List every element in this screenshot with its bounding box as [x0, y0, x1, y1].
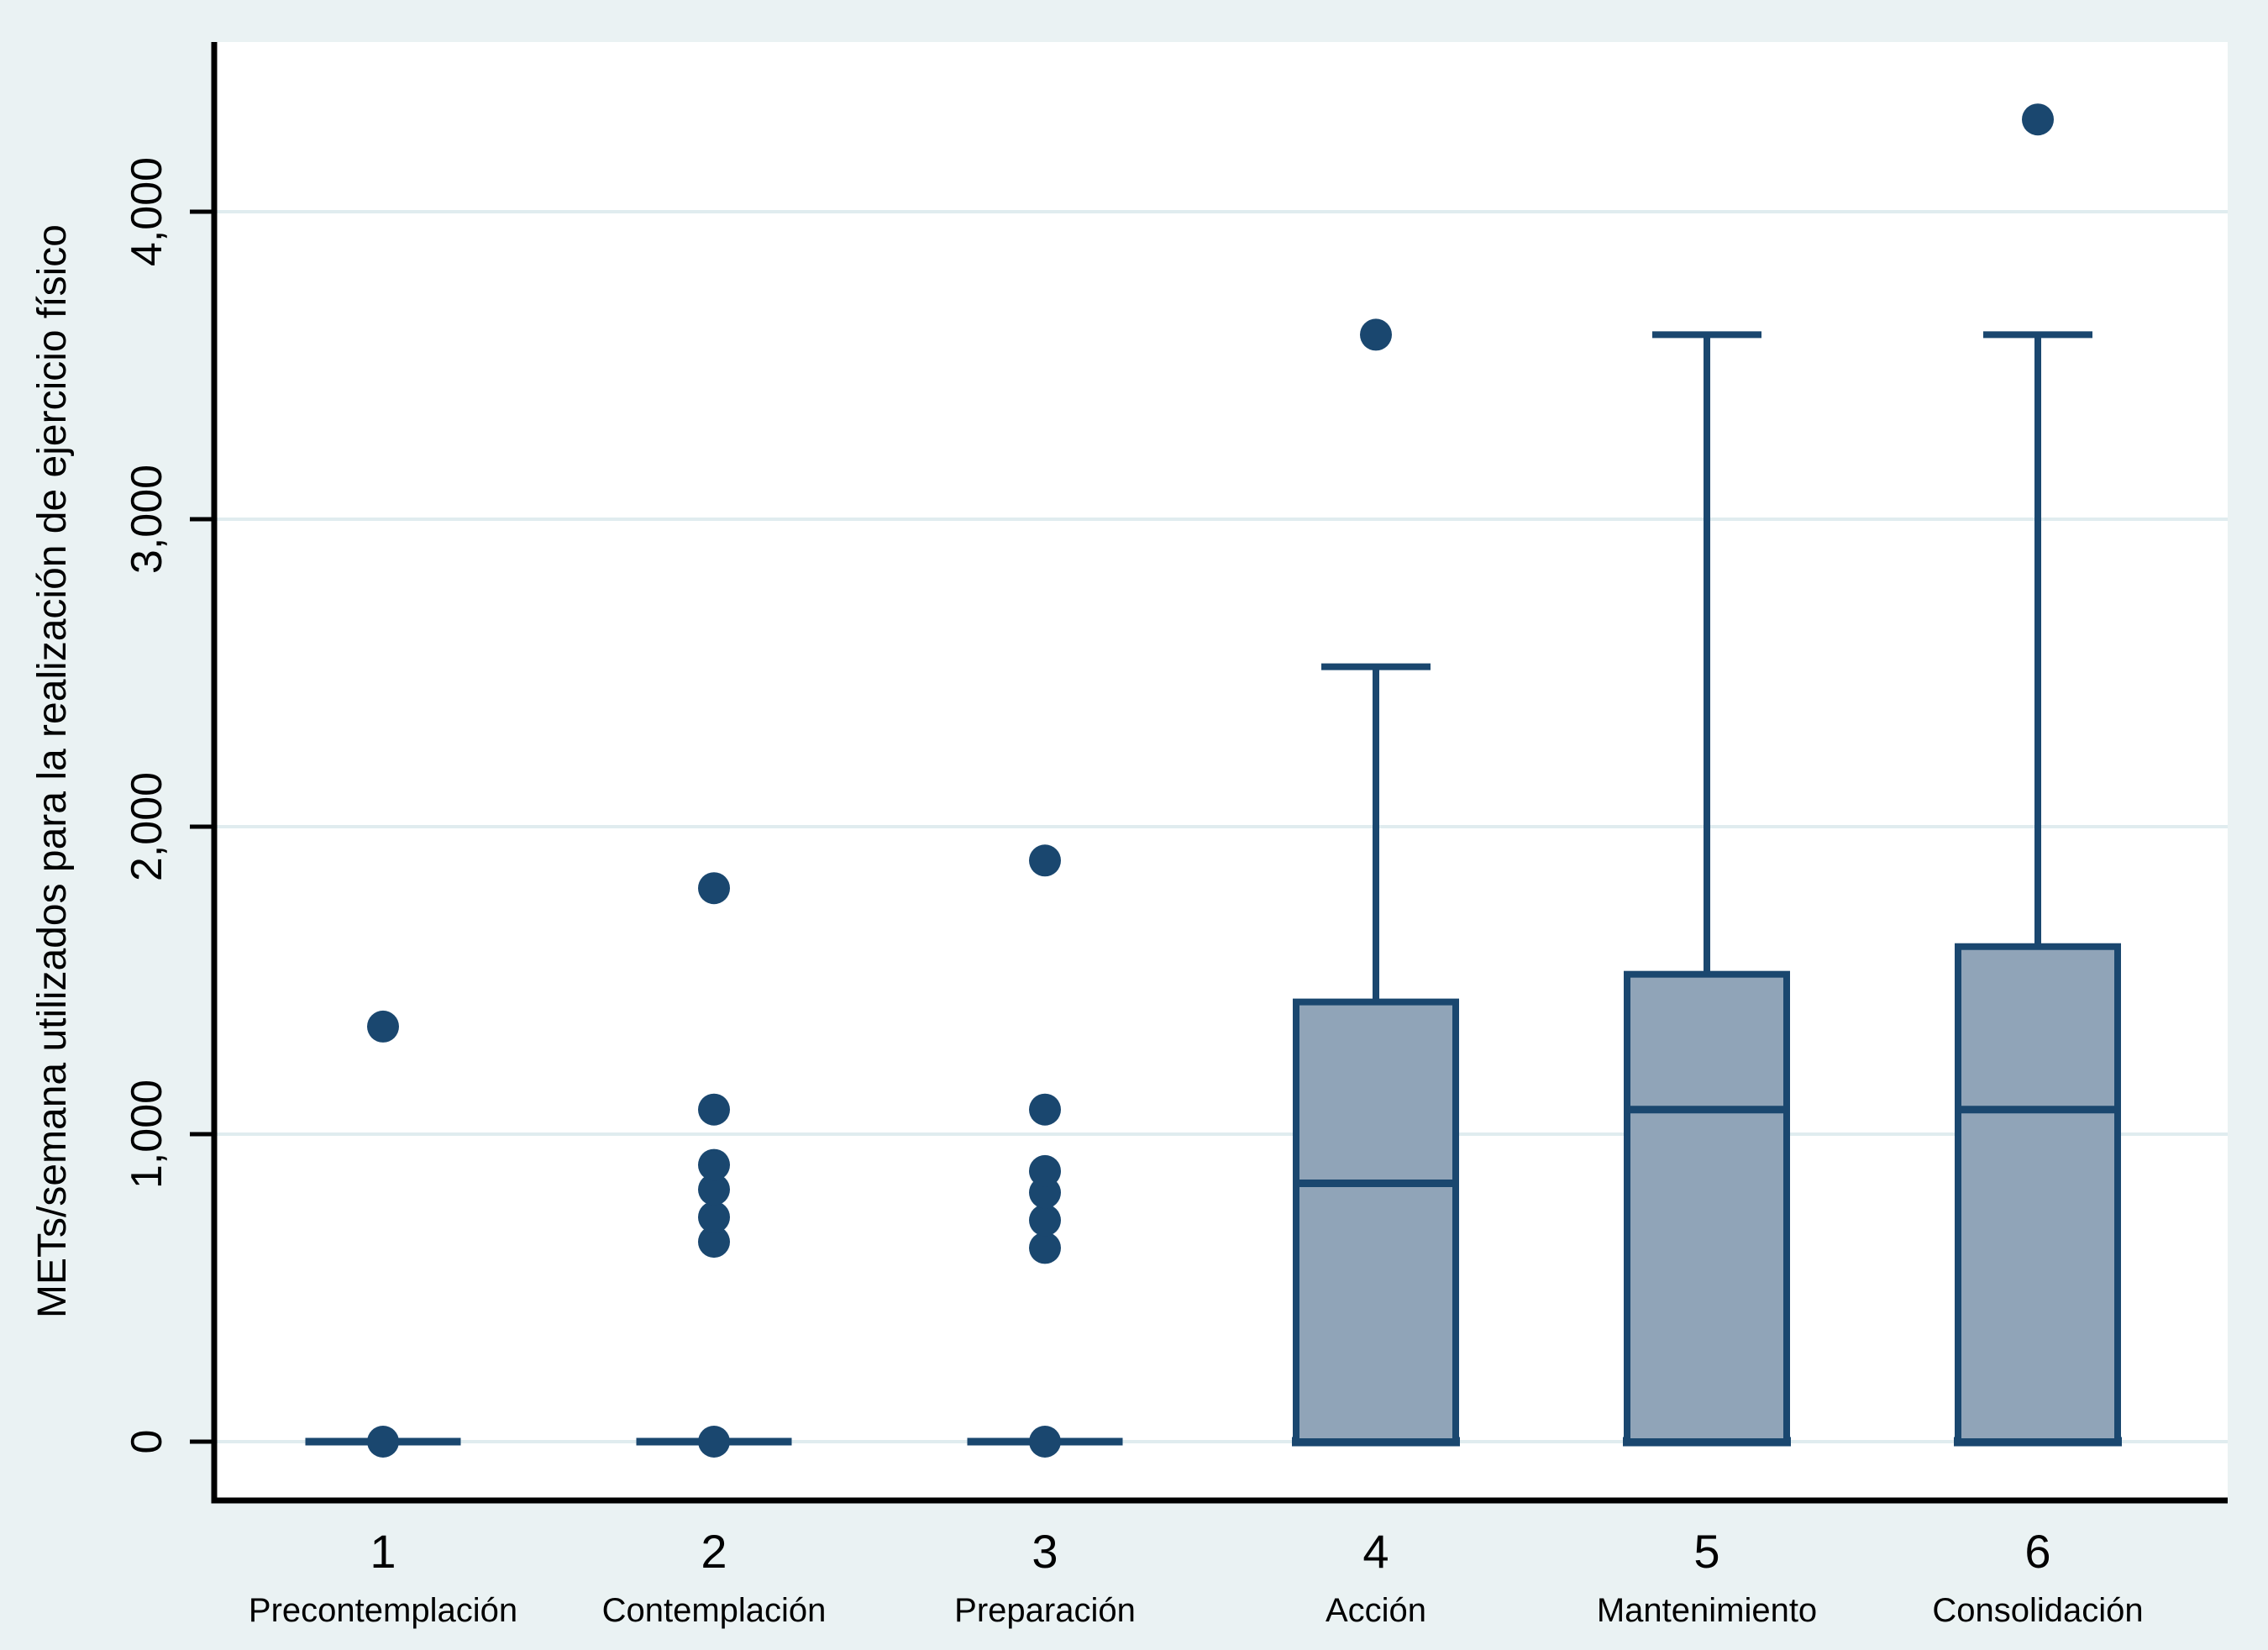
- outlier-dot-2: [698, 1093, 730, 1126]
- outlier-dot-2: [698, 872, 730, 905]
- outlier-dot-1: [367, 1010, 399, 1043]
- box-4: [1293, 998, 1459, 1445]
- outlier-dot-6: [2022, 103, 2054, 136]
- outlier-dot-3: [1029, 1204, 1061, 1237]
- outlier-dot-2: [698, 1226, 730, 1259]
- x-tick-label-3: 3: [1032, 1525, 1058, 1578]
- outlier-dot-2: [698, 1148, 730, 1181]
- x-category-label-3: Preparación: [954, 1592, 1136, 1629]
- x-tick-label-2: 2: [701, 1525, 727, 1578]
- outlier-dot-3: [1029, 1154, 1061, 1187]
- y-tick-label: 2,000: [123, 772, 171, 881]
- x-tick-label-4: 4: [1362, 1525, 1389, 1578]
- y-axis-title: METs/semana utilizados para la realizaci…: [30, 224, 75, 1318]
- y-tick-label: 3,000: [123, 465, 171, 574]
- outlier-dot-3: [1029, 1426, 1061, 1458]
- outlier-dot-2: [698, 1201, 730, 1233]
- outlier-dot-2: [698, 1426, 730, 1458]
- y-tick-label: 1,000: [123, 1080, 171, 1189]
- outlier-dot-3: [1029, 1232, 1061, 1264]
- outlier-dot-3: [1029, 844, 1061, 877]
- y-tick-label: 4,000: [123, 157, 171, 266]
- x-tick-label-6: 6: [2024, 1525, 2050, 1578]
- x-category-label-1: Precontemplación: [249, 1592, 517, 1629]
- x-tick-label-1: 1: [370, 1525, 396, 1578]
- y-tick-label: 0: [123, 1430, 171, 1454]
- x-tick-label-5: 5: [1693, 1525, 1719, 1578]
- outlier-dot-2: [698, 1173, 730, 1206]
- box-6: [1955, 943, 2121, 1445]
- x-category-label-6: Consolidación: [1932, 1592, 2143, 1629]
- box-5: [1624, 970, 1790, 1446]
- outlier-dot-3: [1029, 1093, 1061, 1126]
- outlier-dot-4: [1360, 318, 1392, 351]
- x-category-label-4: Acción: [1326, 1592, 1426, 1629]
- x-category-label-2: Contemplación: [602, 1592, 827, 1629]
- x-category-label-5: Mantenimiento: [1597, 1592, 1817, 1629]
- outlier-dot-1: [367, 1426, 399, 1458]
- plot-area: [214, 42, 2228, 1500]
